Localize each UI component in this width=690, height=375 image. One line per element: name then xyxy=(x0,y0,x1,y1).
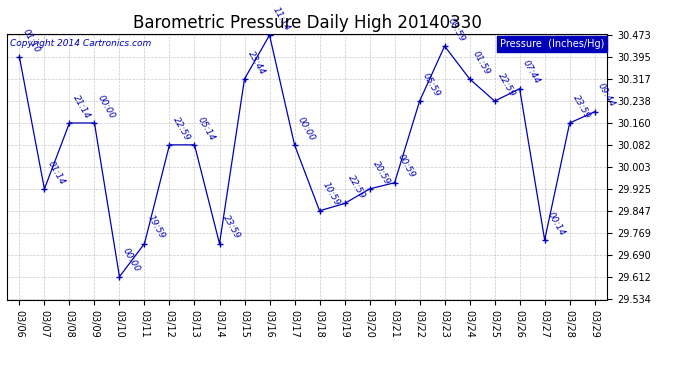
Text: 00:14: 00:14 xyxy=(546,210,567,237)
Text: 23:59: 23:59 xyxy=(571,93,592,120)
Text: 07:44: 07:44 xyxy=(521,59,542,86)
Text: 05:14: 05:14 xyxy=(196,115,217,142)
Text: 23:59: 23:59 xyxy=(221,214,242,241)
Text: 10:59: 10:59 xyxy=(321,181,342,208)
Text: 22:59: 22:59 xyxy=(346,174,367,201)
Text: 22:59: 22:59 xyxy=(171,115,192,142)
Text: 20:59: 20:59 xyxy=(371,159,392,186)
Text: 00:00: 00:00 xyxy=(96,93,117,120)
Text: 08:59: 08:59 xyxy=(446,16,467,44)
Text: 23:44: 23:44 xyxy=(246,49,267,76)
Text: 00:59: 00:59 xyxy=(396,153,417,180)
Text: 09:44: 09:44 xyxy=(596,82,617,109)
Text: 00:00: 00:00 xyxy=(121,247,141,274)
Text: Copyright 2014 Cartronics.com: Copyright 2014 Cartronics.com xyxy=(10,39,151,48)
Text: 19:59: 19:59 xyxy=(146,214,167,241)
Text: 21:14: 21:14 xyxy=(71,93,92,120)
Title: Barometric Pressure Daily High 20140330: Barometric Pressure Daily High 20140330 xyxy=(132,14,482,32)
Text: 05:59: 05:59 xyxy=(421,71,442,98)
Text: 01:59: 01:59 xyxy=(471,49,492,76)
Text: 01:14: 01:14 xyxy=(46,159,67,186)
Text: 01:10: 01:10 xyxy=(21,27,41,54)
Text: 22:59: 22:59 xyxy=(496,71,517,98)
Text: 00:00: 00:00 xyxy=(296,115,317,142)
Text: Pressure  (Inches/Hg): Pressure (Inches/Hg) xyxy=(500,39,604,49)
Text: 11:14: 11:14 xyxy=(271,5,292,32)
